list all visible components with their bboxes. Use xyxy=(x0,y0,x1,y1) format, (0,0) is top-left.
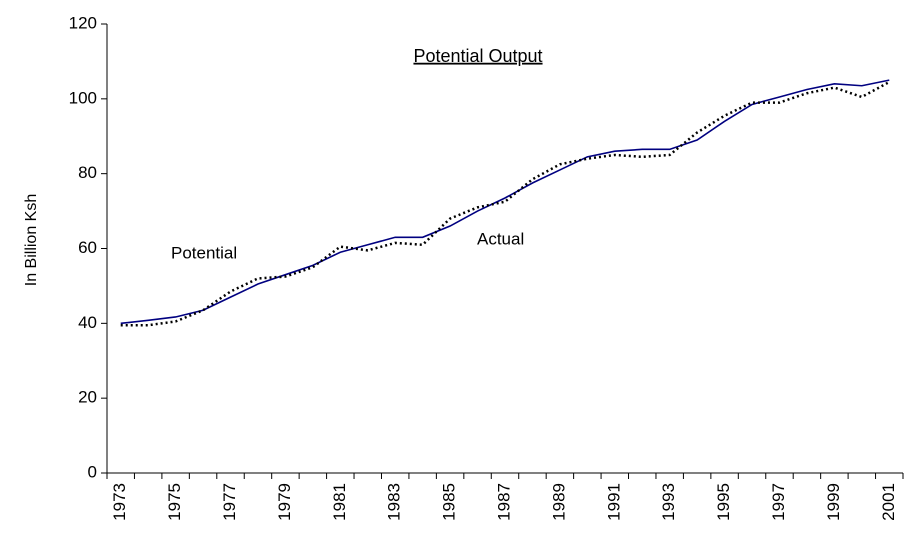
chart-title: Potential Output xyxy=(413,46,542,66)
y-tick-label: 40 xyxy=(78,313,97,332)
x-tick-label: 1997 xyxy=(769,483,788,521)
y-tick-label: 0 xyxy=(88,462,97,481)
y-tick-label: 80 xyxy=(78,163,97,182)
x-tick-label: 1987 xyxy=(494,483,513,521)
x-tick-label: 1977 xyxy=(220,483,239,521)
x-tick-label: 1981 xyxy=(330,483,349,521)
y-tick-label: 120 xyxy=(69,13,97,32)
x-tick-label: 1973 xyxy=(110,483,129,521)
y-tick-label: 20 xyxy=(78,388,97,407)
x-tick-label: 1995 xyxy=(714,483,733,521)
y-tick-label: 100 xyxy=(69,88,97,107)
x-tick-label: 1999 xyxy=(824,483,843,521)
series-line xyxy=(120,80,890,327)
y-axis-label: In Billion Ksh xyxy=(23,194,40,287)
x-tick-label: 1983 xyxy=(385,483,404,521)
series-label: Potential xyxy=(171,243,237,262)
x-tick-label: 1993 xyxy=(659,483,678,521)
x-tick-label: 1989 xyxy=(549,483,568,521)
x-tick-label: 1975 xyxy=(165,483,184,521)
y-tick-label: 60 xyxy=(78,238,97,257)
x-tick-label: 1991 xyxy=(604,483,623,521)
series-line xyxy=(120,79,890,325)
x-tick-label: 1979 xyxy=(275,483,294,521)
x-tick-label: 2001 xyxy=(879,483,898,521)
x-tick-label: 1985 xyxy=(440,483,459,521)
series-label: Actual xyxy=(477,229,524,248)
